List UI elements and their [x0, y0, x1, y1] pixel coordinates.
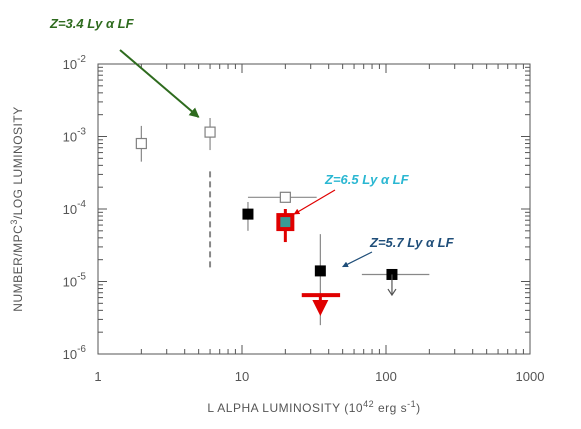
teal-square-marker	[276, 213, 295, 232]
filled-square-marker	[314, 265, 326, 277]
upper-limit-arrowhead	[312, 299, 329, 316]
data-point	[204, 117, 216, 151]
y-tick-label: 10-6	[63, 344, 87, 362]
y-tick-label: 10-5	[63, 272, 87, 290]
data-point	[361, 268, 430, 297]
x-axis-label: L ALPHA LUMINOSITY (1042 erg s-1)	[207, 399, 420, 415]
upper-limit-arrow-head	[387, 288, 397, 297]
plot-frame	[97, 63, 531, 355]
x-tick-label: 1	[94, 369, 101, 384]
annotation-label: Z=3.4 Ly α LF	[49, 16, 135, 31]
data-point	[247, 191, 317, 203]
data-point	[135, 125, 147, 162]
x-tick-label: 10	[235, 369, 249, 384]
annotation-arrow	[119, 49, 200, 118]
annotation-label: Z=5.7 Ly α LF	[369, 235, 455, 250]
annotation-arrow	[293, 189, 336, 215]
open-square-marker	[204, 126, 216, 138]
filled-square-marker	[242, 208, 254, 220]
y-tick-label: 10-4	[63, 199, 87, 217]
axis-ticks: 1 10 100 1000 10-6 10-5 10-4 10-3 10-2	[63, 54, 545, 384]
y-tick-label: 10-3	[63, 127, 87, 145]
x-tick-label: 1000	[516, 369, 545, 384]
open-square-marker	[279, 191, 291, 203]
annotation-label: Z=6.5 Ly α LF	[324, 172, 410, 187]
y-tick-label: 10-2	[63, 54, 87, 72]
annotations: Z=3.4 Ly α LF Z=6.5 Ly α LF Z=5.7 Ly α LF	[49, 16, 455, 268]
data-point	[276, 209, 295, 243]
data-point	[301, 293, 341, 326]
x-tick-label: 100	[375, 369, 397, 384]
data-point	[314, 234, 326, 298]
y-axis-label: NUMBER/MPC3/LOG LUMINOSITY	[9, 106, 25, 311]
annotation-arrow	[342, 251, 373, 268]
data-point	[242, 201, 254, 231]
open-square-marker	[135, 137, 147, 150]
data-marks	[135, 117, 430, 326]
